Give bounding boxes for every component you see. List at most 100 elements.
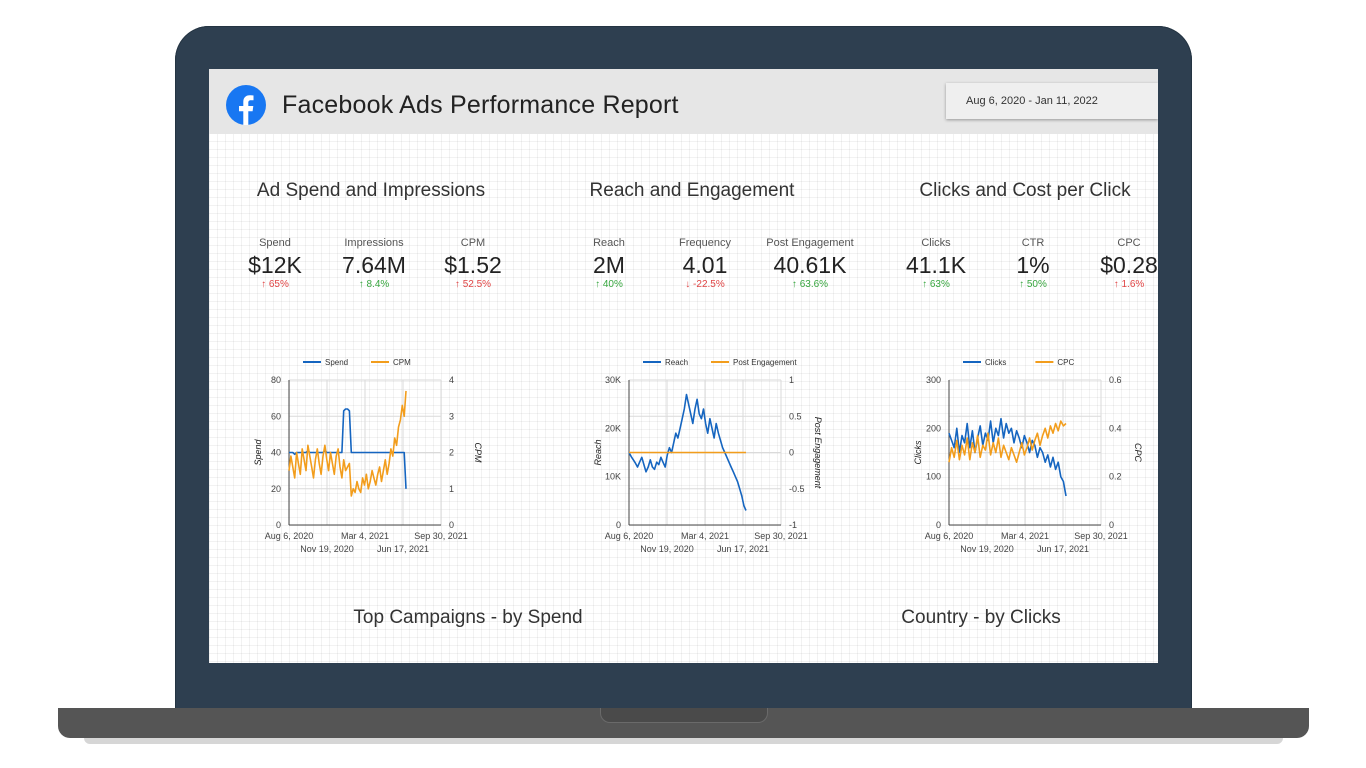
series-line-cpc [948, 420, 1067, 463]
y2-tick-label: -0.5 [789, 484, 805, 494]
y-tick-label: 0 [276, 520, 281, 530]
x-tick-label: Jun 17, 2021 [717, 544, 769, 554]
metric-delta: ↑ 1.6% [1079, 279, 1158, 292]
series-line-spend [289, 408, 407, 489]
scorecard-reach: Reach 2M ↑ 40% [559, 237, 659, 292]
section-title-clicks: Clicks and Cost per Click [919, 180, 1131, 201]
section-title-country: Country - by Clicks [901, 607, 1061, 628]
arrow-down-icon: ↓ [685, 279, 691, 290]
y-tick-label: 20 [271, 484, 281, 494]
x-tick-label: Sep 30, 2021 [754, 531, 808, 541]
y-tick-label: 80 [271, 375, 281, 385]
x-tick-label: Jun 17, 2021 [1037, 544, 1089, 554]
section-title-top-campaigns: Top Campaigns - by Spend [353, 607, 583, 628]
date-range-picker[interactable]: Aug 6, 2020 - Jan 11, 2022 [946, 83, 1158, 119]
metric-value: 2M [593, 252, 625, 278]
metric-label: Clicks [921, 237, 951, 249]
y2-tick-label: 0.4 [1109, 423, 1122, 433]
y-tick-label: 20K [605, 423, 621, 433]
y2-tick-label: 0.2 [1109, 472, 1122, 482]
y-tick-label: 30K [605, 375, 621, 385]
scorecard-spend: Spend $12K ↑ 65% [225, 237, 325, 292]
page-title: Facebook Ads Performance Report [282, 91, 679, 119]
scorecard-clicks: Clicks 41.1K ↑ 63% [886, 237, 986, 292]
y-tick-label: 200 [926, 423, 941, 433]
arrow-up-icon: ↑ [358, 279, 364, 290]
series-line-clicks [948, 417, 1067, 497]
arrow-up-icon: ↑ [261, 279, 267, 290]
delta-value: 52.5% [462, 279, 492, 290]
arrow-up-icon: ↑ [454, 279, 460, 290]
y2-tick-label: 0.6 [1109, 375, 1122, 385]
metric-label: Spend [259, 237, 291, 249]
metric-label: Reach [593, 237, 625, 249]
delta-value: 40% [602, 279, 623, 290]
legend-label: CPC [1057, 358, 1074, 367]
clicks-cpc-chart: 0 100 200 300 0 0.2 0.4 0.6 Aug 6, 2020 Mar 4, 20… [913, 358, 1143, 554]
x-tick-label: Nov 19, 2020 [640, 544, 694, 554]
legend-label: Post Engagement [733, 358, 797, 367]
y2-tick-label: -1 [789, 520, 797, 530]
x-tick-label: Aug 6, 2020 [925, 531, 974, 541]
y2-axis-title: CPC [1133, 443, 1143, 463]
metric-value: 41.1K [905, 252, 967, 278]
x-tick-label: Mar 4, 2021 [341, 531, 389, 541]
delta-value: 63% [929, 279, 950, 290]
y2-tick-label: 3 [449, 411, 454, 421]
legend-label: Spend [325, 358, 348, 367]
scorecard-cpc: CPC $0.28 ↑ 1.6% [1079, 237, 1158, 292]
metric-value: $1.52 [444, 252, 502, 278]
x-tick-label: Aug 6, 2020 [265, 531, 314, 541]
x-tick-label: Mar 4, 2021 [1001, 531, 1049, 541]
metric-label: CTR [1021, 237, 1045, 249]
laptop-shadow [84, 738, 1283, 744]
series-line-cpm [288, 390, 407, 497]
y-tick-label: 300 [926, 375, 941, 385]
series-line-reach [628, 393, 747, 511]
legend-label: Reach [665, 358, 688, 367]
y-axis-title: Spend [253, 438, 263, 465]
metric-value: $12K [248, 252, 302, 278]
y-tick-label: 100 [926, 472, 941, 482]
metric-delta: ↑ 65% [225, 279, 325, 292]
arrow-up-icon: ↑ [595, 279, 601, 290]
y-axis-title: Clicks [913, 440, 923, 464]
y2-tick-label: 0 [449, 520, 454, 530]
scorecard-cpm: CPM $1.52 ↑ 52.5% [423, 237, 523, 292]
arrow-up-icon: ↑ [1019, 279, 1025, 290]
x-tick-label: Nov 19, 2020 [300, 544, 354, 554]
y2-tick-label: 1 [789, 375, 794, 385]
section-title-spend: Ad Spend and Impressions [256, 180, 486, 201]
facebook-logo-icon [226, 85, 266, 125]
y2-tick-label: 0 [789, 448, 794, 458]
metric-delta: ↑ 63% [886, 279, 986, 292]
report-header: Facebook Ads Performance Report Aug 6, 2… [209, 69, 1158, 134]
x-tick-label: Sep 30, 2021 [414, 531, 468, 541]
scorecard-impressions: Impressions 7.64M ↑ 8.4% [324, 237, 424, 292]
metric-delta: ↑ 8.4% [324, 279, 424, 292]
arrow-up-icon: ↑ [791, 279, 797, 290]
scorecard-ctr: CTR 1% ↑ 50% [983, 237, 1083, 292]
report-screen: Facebook Ads Performance Report Aug 6, 2… [209, 69, 1158, 663]
y2-axis-title: CPM [473, 443, 483, 464]
delta-value: 1.6% [1121, 279, 1145, 290]
x-tick-label: Aug 6, 2020 [605, 531, 654, 541]
x-tick-label: Nov 19, 2020 [960, 544, 1014, 554]
y-tick-label: 60 [271, 411, 281, 421]
metric-label: Impressions [344, 237, 404, 249]
metric-label: CPM [460, 237, 486, 249]
metric-value: 1% [1016, 252, 1050, 278]
y2-axis-title: Post Engagement [813, 417, 823, 489]
metric-value: 40.61K [773, 252, 847, 278]
metric-delta: ↑ 50% [983, 279, 1083, 292]
metric-value: $0.28 [1100, 252, 1158, 278]
scorecard-frequency: Frequency 4.01 ↓ -22.5% [655, 237, 755, 292]
section-title-reach: Reach and Engagement [589, 180, 795, 201]
x-tick-label: Jun 17, 2021 [377, 544, 429, 554]
delta-value: 50% [1026, 279, 1047, 290]
laptop-notch [600, 708, 768, 723]
delta-value: 63.6% [799, 279, 829, 290]
metric-value: 7.64M [342, 252, 406, 278]
y-tick-label: 0 [936, 520, 941, 530]
legend-label: CPM [393, 358, 411, 367]
